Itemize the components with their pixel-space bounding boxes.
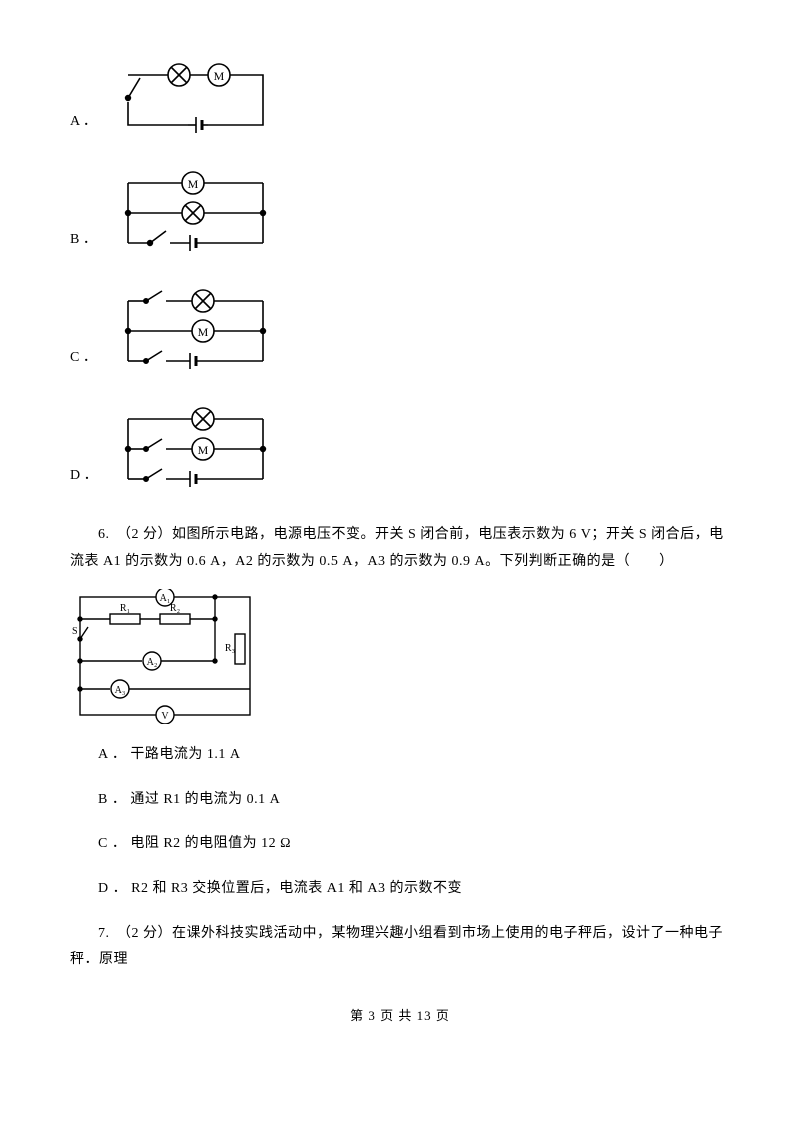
option-label: A ． [70, 109, 98, 140]
r1-label: R₁ [120, 603, 130, 614]
r3-label: R₃ [225, 643, 235, 654]
q6-circuit: A₁ A₂ A₃ V R₁ R₂ R₃ S [70, 589, 260, 724]
circuit-d: M [108, 404, 278, 494]
q5-option-b: B ． M [70, 168, 730, 258]
circuit-a: M [108, 60, 278, 140]
q7-text: 7. （2 分）在课外科技实践活动中，某物理兴趣小组看到市场上使用的电子秤后，设… [70, 921, 730, 974]
q5-option-a: A ． M [70, 60, 730, 140]
svg-text:M: M [198, 443, 209, 457]
option-label: D ． [70, 463, 98, 494]
page-footer: 第 3 页 共 13 页 [70, 1004, 730, 1029]
q6-opt-b: B ． 通过 R1 的电流为 0.1 A [70, 787, 730, 814]
s-label: S [72, 626, 78, 637]
option-label: C ． [70, 345, 98, 376]
svg-text:M: M [188, 177, 199, 191]
q6-text: 6. （2 分）如图所示电路，电源电压不变。开关 S 闭合前，电压表示数为 6 … [70, 522, 730, 575]
q5-option-c: C ． [70, 286, 730, 376]
q6-opt-c: C ． 电阻 R2 的电阻值为 12 Ω [70, 831, 730, 858]
q5-option-d: D ． [70, 404, 730, 494]
circuit-b: M [108, 168, 278, 258]
svg-text:M: M [198, 325, 209, 339]
r2-label: R₂ [170, 603, 180, 614]
svg-text:M: M [214, 69, 225, 83]
a2-label: A₂ [147, 657, 158, 668]
q6-opt-d: D ． R2 和 R3 交换位置后，电流表 A1 和 A3 的示数不变 [70, 876, 730, 903]
q6-opt-a: A ． 干路电流为 1.1 A [70, 742, 730, 769]
a3-label: A₃ [115, 685, 126, 696]
v-label: V [161, 711, 169, 722]
option-label: B ． [70, 227, 98, 258]
q6-diagram-wrap: A₁ A₂ A₃ V R₁ R₂ R₃ S [70, 589, 730, 724]
circuit-c: M [108, 286, 278, 376]
a1-label: A₁ [160, 593, 171, 604]
